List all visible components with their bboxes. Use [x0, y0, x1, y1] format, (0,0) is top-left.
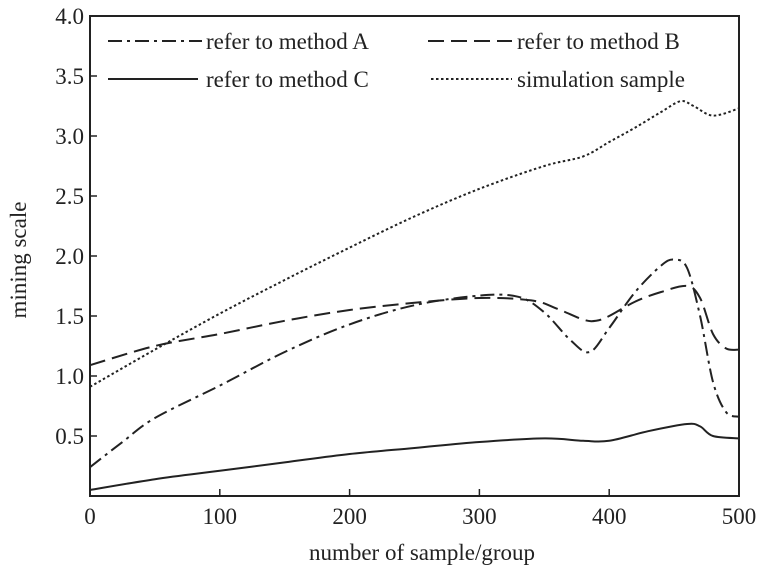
- series-line-1: [89, 258, 740, 468]
- x-tick-label: 200: [332, 504, 367, 529]
- legend-label-simulation-sample: simulation sample: [517, 67, 685, 92]
- x-axis-label: number of sample/group: [309, 540, 535, 565]
- y-tick-label: 3.5: [55, 64, 84, 89]
- y-axis-label: mining scale: [6, 202, 31, 319]
- y-tick-label: 0.5: [55, 424, 84, 449]
- x-tick-label: 500: [722, 504, 757, 529]
- series-lines: [89, 100, 740, 491]
- y-tick-label: 2.0: [55, 244, 84, 269]
- y-tick-label: 3.0: [55, 124, 84, 149]
- x-tick-label: 300: [462, 504, 497, 529]
- x-tick-label: 100: [203, 504, 238, 529]
- legend-label-method-c: refer to method C: [206, 67, 369, 92]
- legend-label-method-b: refer to method B: [517, 29, 680, 54]
- y-tick-label: 1.0: [55, 364, 84, 389]
- legend: refer to method A refer to method B refe…: [108, 29, 685, 92]
- x-tick-label: 0: [84, 504, 96, 529]
- legend-label-method-a: refer to method A: [206, 29, 369, 54]
- series-line-3: [89, 422, 740, 491]
- y-axis-ticks: 0.5 1.0 1.5 2.0 2.5 3.0 3.5 4.0: [55, 4, 97, 449]
- series-line-2: [89, 284, 740, 367]
- x-axis-ticks: 0 100 200 300 400 500: [84, 489, 756, 529]
- y-tick-label: 4.0: [55, 4, 84, 29]
- x-tick-label: 400: [592, 504, 627, 529]
- y-tick-label: 2.5: [55, 184, 84, 209]
- series-line-4: [89, 100, 740, 388]
- y-tick-label: 1.5: [55, 304, 84, 329]
